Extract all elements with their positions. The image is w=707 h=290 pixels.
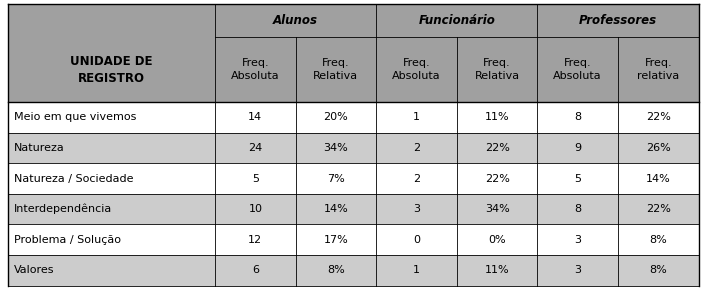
Text: Freq.
Relativa: Freq. Relativa: [313, 58, 358, 81]
Text: Professores: Professores: [579, 14, 657, 27]
Text: 22%: 22%: [485, 174, 510, 184]
Bar: [8, 4, 699, 102]
Text: 1: 1: [413, 265, 420, 276]
Text: Freq.
Relativa: Freq. Relativa: [474, 58, 520, 81]
Bar: [8, 163, 699, 194]
Text: Freq.
Absoluta: Freq. Absoluta: [554, 58, 602, 81]
Text: 14: 14: [248, 112, 262, 122]
Text: 3: 3: [574, 235, 581, 245]
Text: 0: 0: [413, 235, 420, 245]
Bar: [8, 133, 699, 163]
Text: Interdependência: Interdependência: [14, 204, 112, 214]
Text: Freq.
Absoluta: Freq. Absoluta: [392, 58, 441, 81]
Text: Problema / Solução: Problema / Solução: [14, 235, 121, 245]
Text: 26%: 26%: [646, 143, 671, 153]
Text: 11%: 11%: [485, 265, 510, 276]
Text: Alunos: Alunos: [273, 14, 318, 27]
Text: 5: 5: [252, 174, 259, 184]
Text: 0%: 0%: [489, 235, 506, 245]
Bar: [8, 224, 699, 255]
Text: 5: 5: [574, 174, 581, 184]
Text: Natureza / Sociedade: Natureza / Sociedade: [14, 174, 134, 184]
Text: 12: 12: [248, 235, 262, 245]
Text: Freq.
Absoluta: Freq. Absoluta: [231, 58, 280, 81]
Text: Funcionário: Funcionário: [419, 14, 495, 27]
Text: 24: 24: [248, 143, 262, 153]
Text: 9: 9: [574, 143, 581, 153]
Text: 34%: 34%: [485, 204, 510, 214]
Text: 8%: 8%: [650, 235, 667, 245]
Text: 10: 10: [248, 204, 262, 214]
Text: 20%: 20%: [324, 112, 349, 122]
Text: Natureza: Natureza: [14, 143, 65, 153]
Bar: [8, 102, 699, 133]
Text: 2: 2: [413, 174, 420, 184]
Text: 8: 8: [574, 112, 581, 122]
Text: 17%: 17%: [324, 235, 349, 245]
Text: 11%: 11%: [485, 112, 510, 122]
Text: 3: 3: [413, 204, 420, 214]
Text: 8: 8: [574, 204, 581, 214]
Text: 14%: 14%: [646, 174, 671, 184]
Bar: [8, 194, 699, 224]
Text: 34%: 34%: [324, 143, 349, 153]
Text: Meio em que vivemos: Meio em que vivemos: [14, 112, 136, 122]
Text: Valores: Valores: [14, 265, 54, 276]
Text: 8%: 8%: [650, 265, 667, 276]
Text: 22%: 22%: [645, 204, 671, 214]
Text: 3: 3: [574, 265, 581, 276]
Text: 6: 6: [252, 265, 259, 276]
Text: Freq.
relativa: Freq. relativa: [637, 58, 679, 81]
Text: 22%: 22%: [485, 143, 510, 153]
Bar: [8, 255, 699, 286]
Text: 2: 2: [413, 143, 420, 153]
Text: 14%: 14%: [324, 204, 349, 214]
Text: 1: 1: [413, 112, 420, 122]
Text: 22%: 22%: [645, 112, 671, 122]
Text: 8%: 8%: [327, 265, 345, 276]
Text: UNIDADE DE
REGISTRO: UNIDADE DE REGISTRO: [71, 55, 153, 85]
Text: 7%: 7%: [327, 174, 345, 184]
